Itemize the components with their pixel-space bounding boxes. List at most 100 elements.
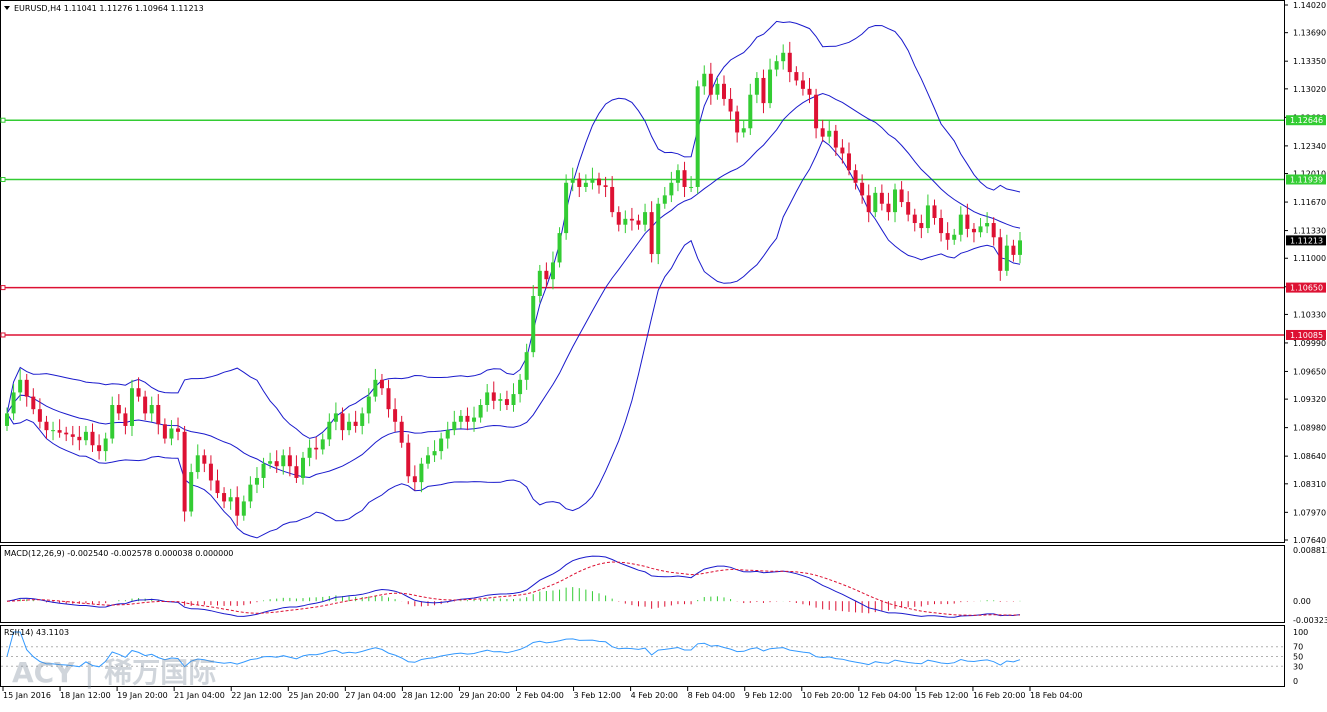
price-tick-label: 1.13350 <box>1293 57 1326 66</box>
candle-body <box>768 69 773 104</box>
level-price-badge <box>1286 174 1326 185</box>
time-axis: 15 Jan 2016 18 Jan 12:00 19 Jan 20:00 21 Ja… <box>2 687 1082 700</box>
candle-body <box>774 61 779 70</box>
rsi-panel-frame <box>0 625 1285 687</box>
candle-body <box>945 233 950 240</box>
time-tick-label: 15 Feb 12:00 <box>916 691 968 700</box>
candle-body <box>893 189 898 213</box>
candle-body <box>794 72 799 81</box>
level-price-badge <box>1286 115 1326 126</box>
price-tick-label: 1.12010 <box>1293 170 1326 179</box>
time-tick-label: 29 Jan 20:00 <box>459 691 510 700</box>
candle-body <box>754 77 759 95</box>
candle-body <box>662 195 667 204</box>
candle-body <box>537 270 542 296</box>
time-tick-label: 16 Feb 20:00 <box>973 691 1025 700</box>
price-axis: 1.140201.136901.133501.130201.126801.123… <box>1284 1 1326 545</box>
candle-body <box>412 476 417 483</box>
candle-body <box>899 189 904 203</box>
candle-body <box>590 178 595 183</box>
candle-body <box>840 147 845 154</box>
candle-body <box>90 431 95 446</box>
candle-body <box>820 128 825 137</box>
time-tick-label: 15 Jan 2016 <box>3 691 51 700</box>
main-panel-frame <box>0 0 1285 543</box>
candle-body <box>478 404 483 418</box>
candle-body <box>518 379 523 395</box>
candle-body <box>735 111 740 133</box>
candle-body <box>301 457 306 478</box>
candle-body <box>129 388 134 426</box>
time-tick-label: 21 Jan 04:00 <box>174 691 225 700</box>
candle-body <box>458 415 463 422</box>
candles <box>5 41 1022 526</box>
rsi-tick-label: 100 <box>1293 628 1308 637</box>
time-tick-label: 12 Feb 04:00 <box>859 691 911 700</box>
candle-body <box>925 205 930 229</box>
candle-body <box>866 195 871 213</box>
rsi-tick-label: 30 <box>1293 662 1303 671</box>
bollinger-bands <box>6 20 1021 539</box>
rsi-label: RSI(14) 43.1103 <box>4 628 69 637</box>
rsi-line <box>6 631 1021 668</box>
candle-body <box>5 413 9 426</box>
watermark-text: ACY | 稀万国际 <box>12 656 216 689</box>
level-price-label: 1.11939 <box>1290 176 1323 185</box>
acy-watermark-logo: ACY | 稀万国际 <box>12 656 216 689</box>
candle-body <box>228 497 233 502</box>
macd-layer: 0.008812 0.00 -0.003237 <box>6 546 1327 625</box>
candle-body <box>110 404 115 439</box>
candle-body <box>597 178 602 186</box>
candle-body <box>472 417 477 422</box>
candle-body <box>689 186 694 188</box>
macd-tick-label: 0.008812 <box>1293 546 1327 555</box>
candle-body <box>702 73 707 87</box>
candle-body <box>70 434 75 437</box>
candle-body <box>222 493 227 502</box>
price-tick-label: 1.11000 <box>1293 254 1326 263</box>
candle-body <box>971 228 976 233</box>
bollinger-middle-band <box>6 92 1021 479</box>
candle-body <box>432 451 437 456</box>
candle-body <box>511 394 516 405</box>
candle-body <box>176 428 181 432</box>
candle-body <box>649 212 654 255</box>
candle-body <box>932 205 937 218</box>
dropdown-triangle-icon[interactable] <box>4 6 10 10</box>
candle-body <box>603 185 608 187</box>
candle-body <box>498 399 503 401</box>
level-price-label: 1.10085 <box>1290 331 1323 340</box>
candle-body <box>531 295 536 353</box>
candle-body <box>281 455 286 467</box>
candle-body <box>274 461 279 467</box>
candle-body <box>550 262 555 280</box>
candle-body <box>873 192 878 213</box>
candle-body <box>156 404 161 425</box>
candle-body <box>143 396 148 414</box>
candle-body <box>833 130 838 148</box>
bollinger-upper-band <box>6 20 1021 439</box>
candle-body <box>340 413 345 431</box>
main-plot-layer <box>0 20 1284 539</box>
candle-body <box>149 404 154 414</box>
candle-body <box>715 83 720 95</box>
price-tick-label: 1.08640 <box>1293 452 1326 461</box>
candle-body <box>807 88 812 95</box>
candle-body <box>465 415 470 422</box>
macd-line <box>6 555 1021 618</box>
candle-body <box>44 421 49 431</box>
level-anchor-icon <box>0 177 6 183</box>
candle-body <box>366 396 371 414</box>
candle-body <box>1004 245 1009 271</box>
price-tick-label: 1.13020 <box>1293 85 1326 94</box>
candle-body <box>103 438 108 452</box>
candle-body <box>787 52 792 73</box>
candle-body <box>991 223 996 238</box>
time-tick-label: 10 Feb 20:00 <box>802 691 854 700</box>
candle-body <box>781 52 786 62</box>
candle-body <box>860 182 865 196</box>
candle-body <box>445 430 450 439</box>
candle-body <box>208 463 213 481</box>
candle-body <box>287 455 292 467</box>
